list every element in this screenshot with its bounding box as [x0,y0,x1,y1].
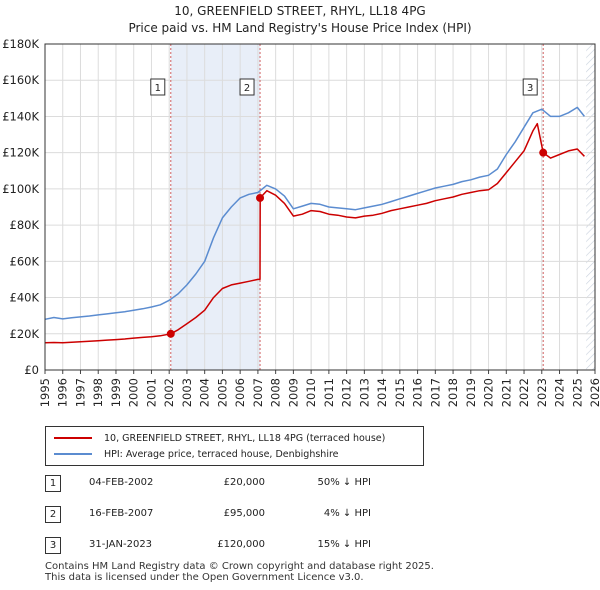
y-tick-label: £40K [10,291,40,305]
x-tick-label: 2008 [269,378,283,407]
legend-label-hpi: HPI: Average price, terraced house, Denb… [104,448,339,460]
x-tick-label: 2014 [375,378,389,407]
legend-swatch-hpi [54,453,92,455]
sale-point [256,193,265,202]
x-tick-label: 2024 [553,378,567,407]
chart-subtitle: Price paid vs. HM Land Registry's House … [128,21,472,35]
legend-entry-hpi: HPI: Average price, terraced house, Denb… [54,446,339,462]
transaction-row: 2 16-FEB-2007 £95,000 4% ↓ HPI [45,506,425,524]
property-price-line [44,122,585,344]
x-tick-label: 2015 [393,378,407,407]
sale-label: 2 [244,83,250,94]
x-tick-label: 2007 [251,378,265,407]
transaction-hpi-diff: 4% ↓ HPI [323,508,371,519]
chart-title: 10, GREENFIELD STREET, RHYL, LL18 4PG [174,4,426,18]
x-tick-label: 2020 [482,378,496,407]
legend-swatch-property [54,437,92,439]
y-tick-label: £20K [10,327,40,341]
x-tick-label: 1995 [38,378,52,407]
footer: Contains HM Land Registry data © Crown c… [45,561,434,583]
x-tick-label: 2009 [286,378,300,407]
x-tick-label: 2025 [570,378,584,407]
x-tick-label: 2013 [357,378,371,407]
transaction-price: £20,000 [223,477,265,488]
x-tick-label: 2010 [304,378,318,407]
y-tick-label: £0 [24,363,39,377]
transaction-price: £120,000 [217,539,265,550]
future-region [586,44,595,370]
x-tick-label: 2021 [499,378,513,407]
sale-label: 3 [527,83,533,94]
footer-copyright: Contains HM Land Registry data © Crown c… [45,561,434,572]
x-tick-label: 1996 [56,378,70,407]
transaction-row: 1 04-FEB-2002 £20,000 50% ↓ HPI [45,475,425,493]
hpi-line [44,106,585,321]
x-tick-label: 1997 [73,378,87,407]
x-tick-label: 2002 [162,378,176,407]
x-tick-label: 2000 [127,378,141,407]
y-tick-label: £60K [10,254,40,268]
x-tick-label: 2017 [428,378,442,407]
legend-label-property: 10, GREENFIELD STREET, RHYL, LL18 4PG (t… [104,432,386,444]
chart-legend: 10, GREENFIELD STREET, RHYL, LL18 4PG (t… [45,426,424,466]
transaction-hpi-diff: 50% ↓ HPI [317,477,371,488]
sale-label-box [522,78,538,96]
x-tick-label: 2018 [446,378,460,407]
legend-entry-property: 10, GREENFIELD STREET, RHYL, LL18 4PG (t… [54,430,385,446]
y-tick-label: £120K [2,146,39,160]
sale-label-box [150,78,166,96]
y-tick-label: £180K [2,37,39,51]
transaction-row: 3 31-JAN-2023 £120,000 15% ↓ HPI [45,537,425,555]
sale-label-box [239,78,255,96]
x-tick-label: 2001 [144,378,158,407]
y-tick-label: £140K [2,109,39,123]
footer-licence: This data is licensed under the Open Gov… [45,572,364,583]
x-tick-label: 2004 [198,378,212,407]
x-tick-label: 2012 [340,378,354,407]
transaction-number: 3 [45,537,61,554]
shaded-period [170,44,261,370]
x-tick-label: 2006 [233,378,247,407]
y-tick-label: £100K [2,182,39,196]
x-tick-label: 2023 [535,378,549,407]
x-tick-label: 1998 [91,378,105,407]
sale-label: 1 [155,83,161,94]
sale-point [539,148,548,157]
y-tick-label: £160K [2,73,39,87]
y-tick-label: £80K [10,218,40,232]
price-chart: £0 £20K £40K £60K £80K £100K £120K £140K £160K £1… [2,37,600,407]
transaction-number: 1 [45,475,61,492]
transaction-price: £95,000 [223,508,265,519]
x-tick-label: 1999 [109,378,123,407]
transaction-hpi-diff: 15% ↓ HPI [317,539,371,550]
sale-point [166,329,175,338]
x-tick-label: 2011 [322,378,336,407]
plot-area [45,44,595,370]
transaction-date: 04-FEB-2002 [89,477,154,488]
x-tick-label: 2026 [588,378,600,407]
transaction-number: 2 [45,506,61,523]
x-tick-label: 2005 [215,378,229,407]
x-tick-label: 2019 [464,378,478,407]
x-tick-label: 2016 [411,378,425,407]
transaction-date: 16-FEB-2007 [89,508,154,519]
x-tick-label: 2003 [180,378,194,407]
x-tick-label: 2022 [517,378,531,407]
transaction-date: 31-JAN-2023 [89,539,153,550]
plot-frame [44,43,596,371]
